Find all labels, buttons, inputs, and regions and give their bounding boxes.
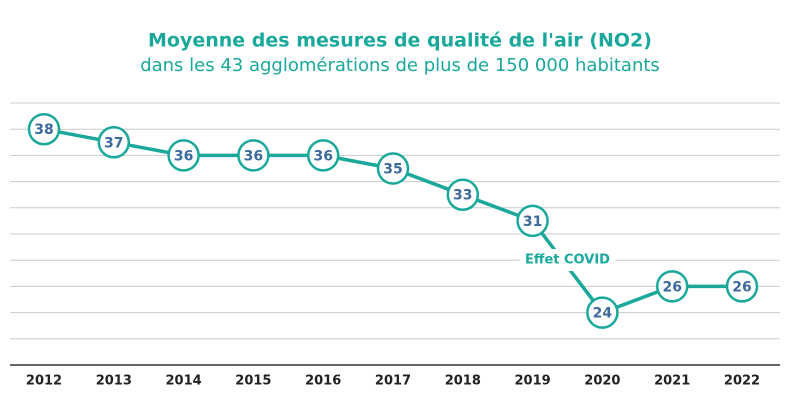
chart-subtitle: dans les 43 agglomérations de plus de 15… <box>140 55 660 76</box>
data-point <box>237 139 270 172</box>
data-label: 36 <box>174 148 193 164</box>
x-tick-label: 2021 <box>654 374 690 389</box>
chart-title: Moyenne des mesures de qualité de l'air … <box>148 30 652 52</box>
data-point <box>376 152 410 185</box>
data-label: 26 <box>662 279 681 295</box>
data-point <box>97 126 131 159</box>
data-label: 37 <box>104 135 123 151</box>
x-tick-label: 2012 <box>26 374 62 389</box>
data-point <box>655 270 689 303</box>
data-label: 36 <box>313 148 332 164</box>
data-label: 33 <box>453 188 472 204</box>
x-tick-label: 2018 <box>445 374 481 389</box>
data-label: 26 <box>732 279 751 295</box>
annotation-background <box>519 249 616 271</box>
data-label: 38 <box>34 122 53 138</box>
annotation: Effet COVID <box>525 253 610 268</box>
data-label: 35 <box>383 162 402 178</box>
data-label: 24 <box>593 306 613 322</box>
data-point <box>516 204 549 238</box>
data-point <box>446 178 480 211</box>
x-tick-label: 2015 <box>235 374 271 389</box>
x-tick-label: 2020 <box>584 374 620 389</box>
data-label: 31 <box>523 214 542 230</box>
data-point <box>306 139 340 172</box>
x-tick-label: 2017 <box>375 374 411 389</box>
data-point <box>27 112 61 146</box>
data-point <box>167 139 200 172</box>
x-tick-label: 2014 <box>166 374 202 389</box>
data-point <box>725 270 759 303</box>
x-tick-label: 2019 <box>515 374 551 389</box>
x-tick-label: 2013 <box>96 374 132 389</box>
x-tick-label: 2016 <box>305 374 341 389</box>
data-point <box>586 296 619 329</box>
data-label: 36 <box>244 148 263 164</box>
x-tick-label: 2022 <box>724 374 760 389</box>
